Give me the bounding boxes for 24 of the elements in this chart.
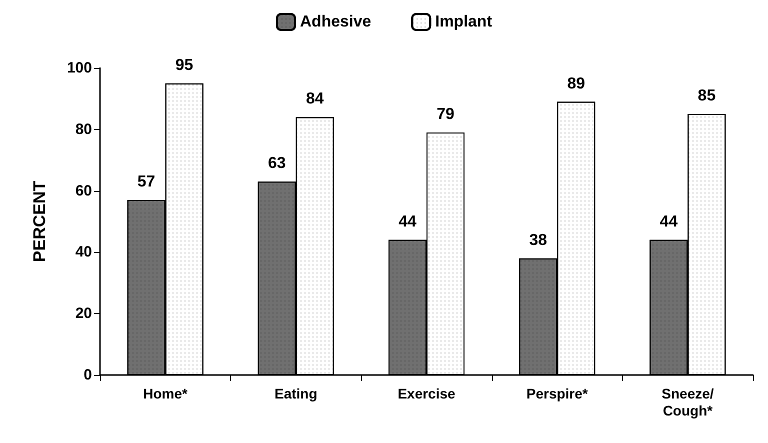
y-tick-label: 20 — [75, 305, 92, 322]
data-label: 84 — [306, 90, 324, 108]
x-tick-label: Eating — [274, 386, 318, 402]
y-tick-label: 0 — [84, 366, 92, 384]
y-tick-label: 60 — [75, 182, 92, 200]
data-label: 95 — [175, 56, 194, 74]
data-label: 38 — [529, 232, 548, 249]
y-axis-title: PERCENT — [30, 180, 49, 262]
data-label: 63 — [268, 155, 286, 172]
x-tick-label: Exercise — [398, 386, 456, 402]
data-label: 44 — [660, 213, 678, 230]
legend-label: Implant — [435, 14, 493, 30]
y-tick-label: 40 — [75, 244, 92, 261]
data-label: 89 — [567, 75, 586, 92]
data-label: 85 — [698, 88, 716, 105]
data-label: 44 — [398, 213, 416, 230]
x-tick-label: Perspire* — [526, 386, 588, 402]
y-tick-label: 100 — [66, 60, 92, 76]
legend-label: Adhesive — [300, 14, 372, 30]
data-label: 79 — [436, 106, 454, 123]
data-label: 57 — [137, 174, 156, 191]
x-tick-label: Sneeze/ Cough* — [662, 386, 714, 418]
x-tick-label: Home* — [143, 386, 188, 402]
y-tick-label: 80 — [75, 120, 92, 138]
